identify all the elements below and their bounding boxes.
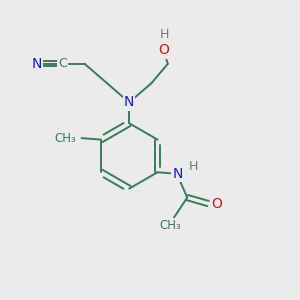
Text: O: O xyxy=(158,44,169,57)
Text: N: N xyxy=(124,95,134,110)
Text: CH₃: CH₃ xyxy=(159,219,181,232)
Text: CH₃: CH₃ xyxy=(55,132,76,145)
Text: H: H xyxy=(160,28,170,41)
Text: H: H xyxy=(188,160,198,173)
Text: O: O xyxy=(212,196,222,211)
Text: C: C xyxy=(58,57,67,70)
Text: N: N xyxy=(172,167,183,181)
Text: N: N xyxy=(32,57,42,71)
